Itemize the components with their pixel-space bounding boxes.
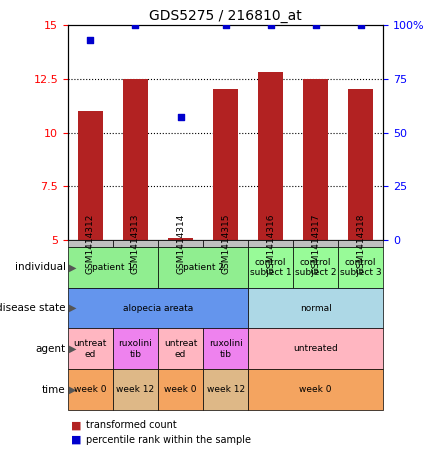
Text: GSM1414314: GSM1414314 [176, 213, 185, 274]
Text: ▶: ▶ [69, 262, 76, 272]
Title: GDS5275 / 216810_at: GDS5275 / 216810_at [149, 9, 302, 23]
Text: control
subject 1: control subject 1 [250, 258, 291, 277]
Text: normal: normal [300, 304, 332, 313]
Text: untreat
ed: untreat ed [164, 339, 197, 358]
Text: week 0: week 0 [164, 385, 197, 394]
Text: ■: ■ [71, 435, 82, 445]
Text: GSM1414317: GSM1414317 [311, 213, 320, 274]
Text: ▶: ▶ [69, 344, 76, 354]
Bar [78, 111, 103, 240]
Text: ■: ■ [71, 420, 82, 430]
Text: patient 1: patient 1 [92, 263, 134, 272]
Bar [213, 89, 238, 240]
Text: week 0: week 0 [74, 385, 107, 394]
Text: week 0: week 0 [300, 385, 332, 394]
Text: agent: agent [35, 344, 66, 354]
Point [87, 36, 94, 43]
Text: percentile rank within the sample: percentile rank within the sample [86, 435, 251, 445]
Bar [258, 72, 283, 240]
Text: time: time [42, 385, 66, 395]
Bar [348, 89, 373, 240]
Text: ruxolini
tib: ruxolini tib [208, 339, 243, 358]
Text: GSM1414318: GSM1414318 [356, 213, 365, 274]
Text: untreated: untreated [293, 344, 338, 353]
Text: patient 2: patient 2 [183, 263, 223, 272]
Text: GSM1414313: GSM1414313 [131, 213, 140, 274]
Text: GSM1414312: GSM1414312 [86, 213, 95, 274]
Point [267, 21, 274, 29]
Bar [168, 238, 193, 240]
Point [132, 21, 139, 29]
Bar [123, 79, 148, 240]
Text: untreat
ed: untreat ed [74, 339, 107, 358]
Text: ▶: ▶ [69, 385, 76, 395]
Text: alopecia areata: alopecia areata [123, 304, 193, 313]
Text: GSM1414315: GSM1414315 [221, 213, 230, 274]
Text: individual: individual [15, 262, 66, 272]
Point [177, 114, 184, 121]
Point [357, 21, 364, 29]
Point [222, 21, 229, 29]
Text: ▶: ▶ [69, 303, 76, 313]
Text: ruxolini
tib: ruxolini tib [119, 339, 152, 358]
Text: week 12: week 12 [206, 385, 245, 394]
Text: control
subject 2: control subject 2 [295, 258, 336, 277]
Text: transformed count: transformed count [86, 420, 177, 430]
Bar [303, 79, 328, 240]
Text: disease state: disease state [0, 303, 66, 313]
Text: control
subject 3: control subject 3 [340, 258, 381, 277]
Text: GSM1414316: GSM1414316 [266, 213, 275, 274]
Text: week 12: week 12 [117, 385, 155, 394]
Point [312, 21, 319, 29]
